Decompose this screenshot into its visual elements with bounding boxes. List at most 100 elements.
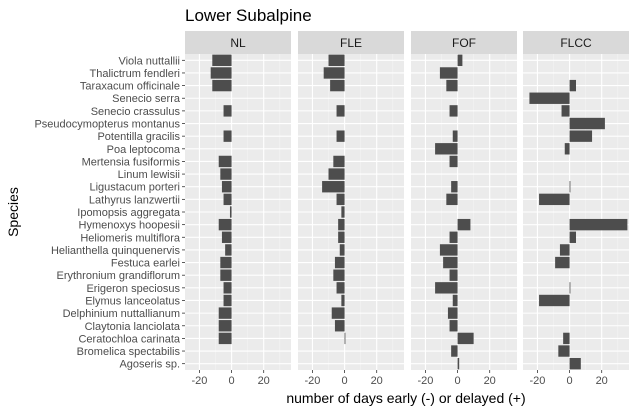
bar-fof-poa-leptocoma (435, 143, 458, 155)
bar-flcc-lathyrus-lanzwertii (539, 193, 570, 206)
bar-fof-claytonia-lanciolata (449, 320, 458, 332)
bar-fle-delphinium-nuttallianum (331, 307, 345, 319)
x-tick-label: 20 (371, 375, 383, 387)
y-tick-label-viola-nuttallii: Viola nuttallii (118, 55, 180, 67)
y-tick-label-bromelica-spectabilis: Bromelica spectabilis (77, 346, 181, 358)
bar-fle-elymus-lanceolatus (341, 294, 345, 307)
bar-flcc-erigeron-speciosus (569, 282, 571, 294)
y-tick-label-potentilla-gracilis: Potentilla gracilis (97, 131, 180, 143)
bar-fof-mertensia-fusiformis (449, 155, 458, 168)
bar-fof-elymus-lanceolatus (452, 294, 458, 307)
bar-nl-ceratochloa-carinata (218, 332, 232, 345)
bar-nl-mertensia-fusiformis (218, 155, 232, 168)
bar-fof-hymenoxys-hoopesii (457, 218, 471, 231)
bar-fle-potentilla-gracilis (336, 130, 345, 142)
bar-flcc-elymus-lanceolatus (539, 294, 570, 307)
bar-flcc-pseudocymopterus-montanus (569, 117, 605, 130)
y-tick-label-ceratochloa-carinata: Ceratochloa carinata (78, 333, 180, 345)
bar-nl-elymus-lanceolatus (223, 294, 232, 307)
y-tick-label-festuca-earlei: Festuca earlei (111, 258, 180, 270)
y-tick-label-thalictrum-fendleri: Thalictrum fendleri (90, 68, 180, 80)
bar-fle-ligustacum-porteri (322, 181, 345, 193)
chart-title: Lower Subalpine (185, 6, 312, 25)
facet-strip-fof (411, 31, 517, 54)
y-tick-label-delphinium-nuttallianum: Delphinium nuttallianum (63, 308, 180, 320)
bar-flcc-ceratochloa-carinata (563, 332, 570, 345)
bar-fle-ipomopsis-aggregata (341, 206, 345, 218)
bar-fle-claytonia-lanciolata (334, 320, 345, 332)
bar-nl-ligustacum-porteri (221, 181, 232, 193)
x-tick-label: -20 (530, 375, 546, 387)
bar-nl-festuca-earlei (220, 256, 232, 269)
bar-nl-claytonia-lanciolata (218, 320, 232, 332)
y-tick-label-erigeron-speciosus: Erigeron speciosus (86, 283, 180, 295)
bar-fle-ceratochloa-carinata (344, 332, 346, 345)
bar-fle-senecio-crassulus (336, 105, 345, 117)
y-tick-label-ipomopsis-aggregata: Ipomopsis aggregata (77, 207, 181, 219)
x-tick-label: 20 (484, 375, 496, 387)
bar-flcc-heliomeris-multiflora (569, 231, 576, 243)
bar-fle-helianthella-quinquenervis (339, 244, 345, 256)
bar-flcc-taraxacum-officinale (569, 79, 576, 92)
y-tick-label-heliomeris-multiflora: Heliomeris multiflora (80, 232, 181, 244)
bar-fof-delphinium-nuttallianum (447, 307, 458, 319)
facet-panels: NL -20 0 20 FLE -20 0 20 FOF -20 0 20 FLCC -20 0 20 (185, 31, 629, 387)
y-tick-label-taraxacum-officinale: Taraxacum officinale (80, 81, 180, 93)
bar-fof-heliomeris-multiflora (449, 231, 458, 243)
bar-fle-thalictrum-fendleri (323, 67, 345, 79)
y-tick-label-elymus-lanceolatus: Elymus lanceolatus (85, 295, 180, 307)
facet-strip-label-fof: FOF (452, 36, 476, 50)
y-tick-label-pseudocymopterus-montanus: Pseudocymopterus montanus (34, 119, 180, 131)
bar-flcc-potentilla-gracilis (569, 130, 593, 142)
x-axis-label: number of days early (-) or delayed (+) (286, 390, 525, 406)
bar-fle-mertensia-fusiformis (333, 155, 345, 168)
bar-fof-taraxacum-officinale (446, 79, 458, 92)
bar-fof-ceratochloa-carinata (457, 332, 474, 345)
bar-flcc-bromelica-spectabilis (558, 345, 570, 357)
x-tick-label: 0 (455, 375, 461, 387)
bar-flcc-festuca-earlei (555, 256, 570, 269)
bar-fof-thalictrum-fendleri (439, 67, 458, 79)
bar-nl-lathyrus-lanzwertii (223, 193, 232, 206)
bar-nl-senecio-crassulus (223, 105, 232, 117)
bar-nl-helianthella-quinquenervis (225, 244, 232, 256)
bar-fle-erythronium-grandiflorum (333, 269, 345, 281)
bar-fof-helianthella-quinquenervis (439, 244, 458, 256)
y-tick-label-mertensia-fusiformis: Mertensia fusiformis (82, 156, 181, 168)
bar-flcc-helianthella-quinquenervis (559, 244, 570, 256)
bar-nl-viola-nuttallii (212, 54, 232, 67)
bar-nl-potentilla-gracilis (223, 130, 232, 142)
bar-fle-viola-nuttallii (328, 54, 345, 67)
bar-nl-linum-lewisii (220, 168, 232, 180)
y-tick-label-helianthella-quinquenervis: Helianthella quinquenervis (51, 245, 181, 257)
y-tick-label-agoseris-sp: Agoseris sp. (119, 359, 180, 371)
bar-fof-ligustacum-porteri (451, 181, 458, 193)
bar-fle-linum-lewisii (328, 168, 345, 180)
bar-fle-lathyrus-lanzwertii (336, 193, 345, 206)
bar-fle-hymenoxys-hoopesii (338, 218, 345, 231)
bar-nl-erigeron-speciosus (223, 282, 232, 294)
y-tick-label-lathyrus-lanzwertii: Lathyrus lanzwertii (89, 194, 180, 206)
bar-flcc-poa-leptocoma (564, 143, 570, 155)
bar-nl-hymenoxys-hoopesii (218, 218, 232, 231)
y-tick-label-senecio-serra: Senecio serra (112, 93, 181, 105)
bar-fof-lathyrus-lanzwertii (446, 193, 458, 206)
bar-nl-heliomeris-multiflora (221, 231, 232, 243)
bar-fof-agoseris-sp (457, 357, 460, 370)
y-tick-label-erythronium-grandiflorum: Erythronium grandiflorum (57, 270, 181, 282)
bar-fle-erigeron-speciosus (336, 282, 345, 294)
bar-nl-ipomopsis-aggregata (229, 206, 232, 218)
bar-fof-festuca-earlei (443, 256, 458, 269)
bar-fof-potentilla-gracilis (452, 130, 458, 142)
x-tick-label: 20 (596, 375, 608, 387)
facet-panel-fof: FOF -20 0 20 (411, 31, 517, 387)
y-tick-label-hymenoxys-hoopesii: Hymenoxys hoopesii (79, 220, 181, 232)
facet-strip-flcc (523, 31, 629, 54)
x-tick-label: 0 (567, 375, 573, 387)
bar-flcc-ligustacum-porteri (569, 181, 571, 193)
bar-nl-delphinium-nuttallianum (218, 307, 232, 319)
facet-strip-fle (298, 31, 404, 54)
bar-nl-taraxacum-officinale (212, 79, 232, 92)
